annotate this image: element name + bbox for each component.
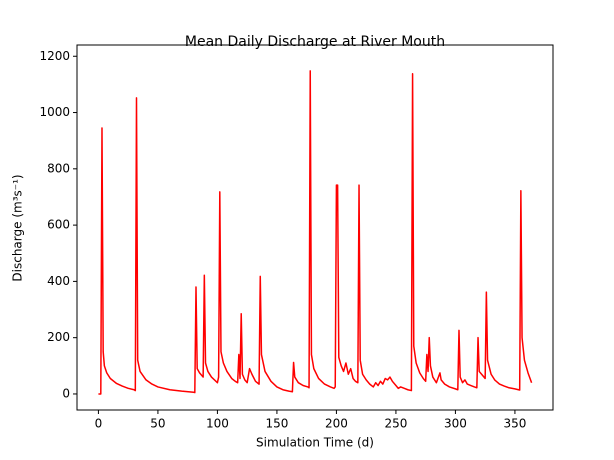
plot-area [98,70,533,395]
y-tick-label: 1000 [39,105,70,119]
x-tick-label: 150 [265,417,288,431]
x-tick-label: 100 [206,417,229,431]
y-tick-label: 600 [47,218,70,232]
y-tick-label: 0 [62,386,70,400]
y-tick-label: 200 [47,330,70,344]
y-axis-label: Discharge (m³s⁻¹) [11,174,25,281]
y-tick-label: 1200 [39,49,70,63]
axes-frame [76,44,554,411]
y-tick-label: 800 [47,161,70,175]
x-tick-label: 0 [95,417,103,431]
x-tick-label: 350 [503,417,526,431]
x-tick-label: 300 [444,417,467,431]
chart-title: Mean Daily Discharge at River Mouth [185,34,445,50]
x-axis-label: Simulation Time (d) [256,436,374,450]
x-tick-label: 200 [325,417,348,431]
x-tick-label: 250 [384,417,407,431]
x-tick-label: 50 [150,417,165,431]
line [98,70,533,395]
y-tick-label: 400 [47,274,70,288]
